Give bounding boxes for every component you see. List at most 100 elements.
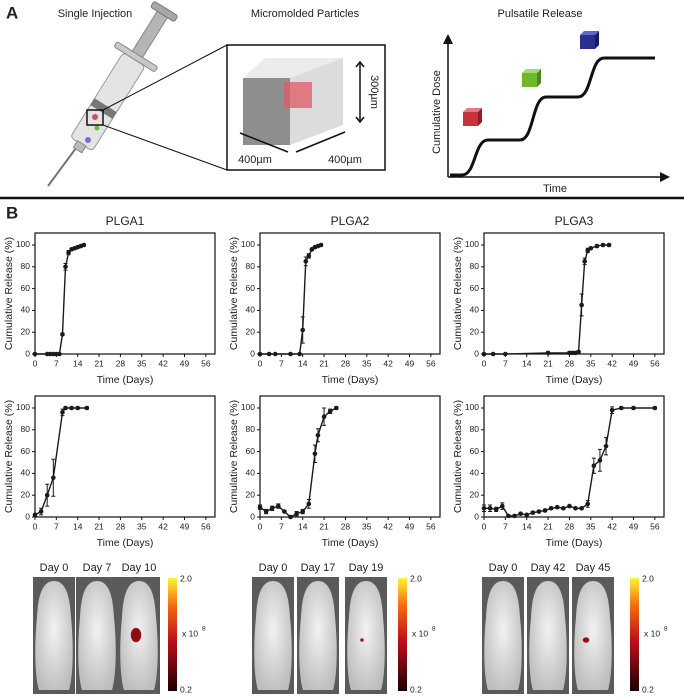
day-label: Day 17 <box>301 562 336 574</box>
data-point <box>493 507 499 512</box>
data-point <box>63 405 68 411</box>
data-point <box>84 405 90 411</box>
data-point <box>38 509 44 514</box>
x-tick-label: 0 <box>33 521 38 531</box>
y-tick-label: 60 <box>470 446 480 456</box>
y-tick-label: 40 <box>470 305 480 315</box>
colorbar-exponent: 8 <box>664 626 668 633</box>
y-tick-label: 40 <box>246 305 256 315</box>
day-label: Day 19 <box>349 562 384 574</box>
release-line <box>34 407 87 516</box>
y-tick-label: 20 <box>246 326 256 336</box>
x-tick-label: 28 <box>341 521 351 531</box>
data-point <box>588 245 594 251</box>
x-tick-label: 0 <box>482 358 487 368</box>
x-tick-label: 14 <box>522 521 532 531</box>
plot-frame <box>483 232 665 355</box>
release-schematic <box>443 31 670 182</box>
x-tick-label: 21 <box>319 358 329 368</box>
data-point <box>500 503 505 509</box>
data-point <box>321 414 327 420</box>
x-tick-label: 35 <box>137 521 147 531</box>
x-tick-label: 21 <box>319 521 329 531</box>
x-tick-label: 35 <box>586 521 596 531</box>
day-label: Day 0 <box>40 562 69 574</box>
x-axis-label: Time (Days) <box>546 537 603 549</box>
y-tick-label: 40 <box>21 305 31 315</box>
y-tick-label: 60 <box>470 283 480 293</box>
x-tick-label: 42 <box>158 521 168 531</box>
y-tick-label: 40 <box>21 468 31 478</box>
release-line <box>484 244 610 355</box>
data-point <box>481 505 487 511</box>
colorbar-exponent: 8 <box>432 626 436 633</box>
data-point <box>503 351 508 357</box>
y-tick-label: 80 <box>21 261 31 271</box>
data-point <box>306 253 312 259</box>
y-tick-label: 0 <box>250 348 255 358</box>
x-tick-label: 49 <box>180 521 190 531</box>
signal-spot <box>582 637 590 643</box>
y-axis-label: Cumulative Release (%) <box>228 400 240 513</box>
y-tick-label: 100 <box>465 402 479 412</box>
x-tick-label: 49 <box>180 358 190 368</box>
data-point <box>609 407 615 413</box>
y-tick-label: 20 <box>470 326 480 336</box>
mouse-image <box>33 577 75 694</box>
y-tick-label: 80 <box>246 424 256 434</box>
syringe <box>47 1 228 187</box>
data-point <box>294 511 299 517</box>
mouse-body <box>78 581 116 690</box>
x-tick-label: 21 <box>94 521 104 531</box>
y-tick-label: 0 <box>250 511 255 521</box>
x-tick-label: 28 <box>116 358 126 368</box>
x-tick-label: 35 <box>362 358 372 368</box>
data-point <box>32 351 38 357</box>
x-tick-label: 14 <box>298 358 308 368</box>
y-axis-label: Cumulative Release (%) <box>228 237 240 350</box>
mouse-body <box>254 581 292 690</box>
colorbar-min: 0.2 <box>180 684 192 694</box>
data-point <box>300 327 306 333</box>
mouse-image <box>572 577 614 694</box>
data-point <box>618 405 624 411</box>
y-axis-label: Cumulative Release (%) <box>3 400 15 513</box>
y-tick-label: 0 <box>474 511 479 521</box>
data-point <box>81 242 87 248</box>
colorbar-max: 2.0 <box>642 573 654 583</box>
data-point <box>573 505 578 511</box>
mouse-image <box>76 577 118 694</box>
chart-title: PLGA3 <box>555 214 594 228</box>
colorbar-min: 0.2 <box>410 684 422 694</box>
dimension-label: 300µm <box>368 75 380 109</box>
day-label: Day 42 <box>531 562 566 574</box>
x-tick-label: 56 <box>650 358 660 368</box>
data-point <box>272 351 278 357</box>
data-point <box>518 511 523 517</box>
y-tick-label: 60 <box>246 446 256 456</box>
x-tick-label: 35 <box>362 521 372 531</box>
data-point <box>548 505 554 511</box>
x-tick-label: 42 <box>158 358 168 368</box>
colorbar-max: 2.0 <box>410 573 422 583</box>
mouse-body <box>484 581 522 690</box>
data-point <box>257 504 263 510</box>
data-point <box>481 351 487 357</box>
y-tick-label: 0 <box>25 348 30 358</box>
y-tick-label: 80 <box>470 261 480 271</box>
x-tick-label: 49 <box>405 521 415 531</box>
day-label: Day 7 <box>83 562 112 574</box>
x-tick-label: 7 <box>54 521 59 531</box>
axis-label: Time <box>543 183 567 195</box>
y-axis-label: Cumulative Release (%) <box>452 400 464 513</box>
data-point <box>554 504 560 510</box>
mouse-body <box>347 581 385 690</box>
data-point <box>60 410 65 415</box>
data-point <box>603 443 609 449</box>
y-tick-label: 20 <box>246 489 256 499</box>
y-tick-label: 100 <box>241 402 255 412</box>
data-point <box>32 512 38 518</box>
x-axis-label: Time (Days) <box>322 374 379 386</box>
data-point <box>282 509 287 514</box>
x-tick-label: 14 <box>298 521 308 531</box>
